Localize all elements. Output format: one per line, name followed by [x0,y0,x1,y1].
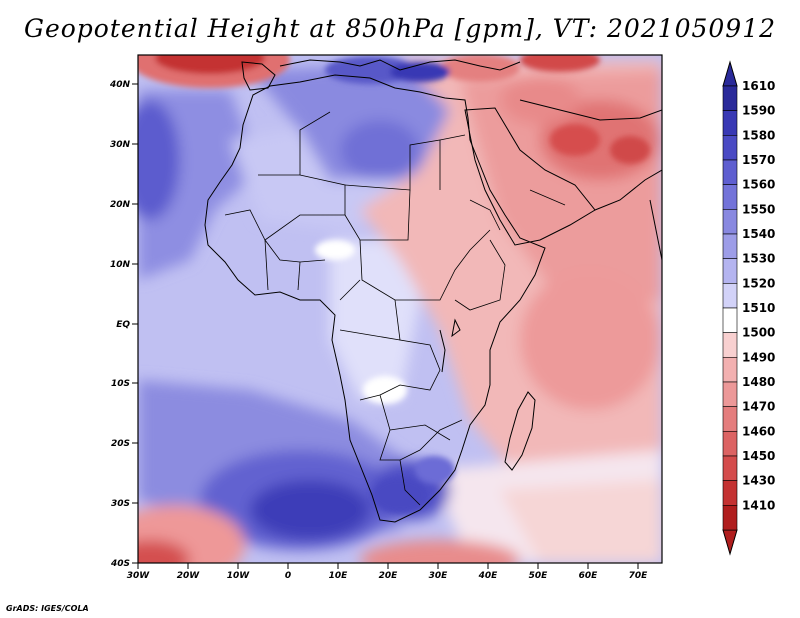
colorbar-label: 1470 [742,400,775,414]
lon-tick: 60E [579,563,599,581]
colorbar-label: 1580 [742,128,775,142]
colorbar-label: 1570 [742,153,775,167]
colorbar-bottom-arrow [722,529,738,556]
colorbar-label: 1450 [742,449,775,463]
lat-tick: EQ [116,320,138,330]
colorbar: 1610 1590 1580 1570 1560 1550 1540 1530 1520 1510… [722,60,775,556]
lat-tick: 10N [110,260,138,270]
lat-label: 30S [111,499,130,509]
latitude-axis: 40N 30N 20N 10N EQ 10S 20S 30S [109,80,138,569]
colorbar-label: 1430 [742,474,775,488]
colorbar-swatch [722,357,738,383]
lon-tick: 30W [127,563,151,581]
colorbar-swatch [722,307,738,333]
lon-label: 40E [478,571,499,581]
colorbar-swatch [722,283,738,309]
lat-label: 20S [111,439,130,449]
lat-tick: 40N [109,80,138,90]
coastlines [204,59,662,523]
colorbar-label: 1490 [742,350,775,364]
credit-text: GrADS: IGES/COLA [6,604,89,613]
height-field [138,55,662,563]
colorbar-label: 1460 [742,424,775,438]
lon-tick: 40E [478,563,499,581]
map-title: Geopotential Height at 850hPa [gpm], VT:… [23,14,777,43]
colorbar-label: 1530 [742,252,775,266]
colorbar-label: 1480 [742,375,775,389]
colorbar-top-arrow [722,60,738,87]
lat-label: 10N [110,260,131,270]
colorbar-swatch [722,431,738,457]
colorbar-swatch [722,258,738,284]
plot-frame [137,54,663,564]
colorbar-swatch [722,159,738,185]
lat-tick: 10S [111,379,138,389]
colorbar-swatch [722,406,738,432]
colorbar-swatch [722,184,738,210]
lat-label: 40N [109,80,131,90]
lon-label: 60E [579,571,599,581]
colorbar-swatch [722,110,738,136]
lat-tick: 40S [110,559,138,569]
lon-tick: 10E [329,563,349,581]
lon-label: 50E [529,571,549,581]
lat-label: 20N [110,200,131,210]
lon-label: 20W [177,571,201,581]
colorbar-label: 1560 [742,178,775,192]
colorbar-label: 1610 [742,79,775,93]
colorbar-swatch [722,381,738,407]
colorbar-swatch [722,85,738,111]
lon-label: 30W [127,571,151,581]
colorbar-label: 1550 [742,202,775,216]
lon-label: 30E [429,571,449,581]
lon-label: 70E [629,571,649,581]
lon-label: 10E [329,571,349,581]
colorbar-swatch [722,135,738,161]
lon-tick: 10W [227,563,251,581]
lat-tick: 30S [111,499,138,509]
lat-label: 30N [110,140,131,150]
colorbar-swatch [722,332,738,358]
lon-tick: 50E [529,563,549,581]
lon-tick: 20E [379,563,399,581]
colorbar-swatch [722,209,738,235]
colorbar-label: 1520 [742,276,775,290]
longitude-axis: 30W 20W 10W 0 10E 20E 30E 40E [127,563,648,581]
colorbar-label: 1500 [742,326,775,340]
lat-tick: 30N [110,140,138,150]
lon-tick: 0 [285,563,291,581]
lon-tick: 70E [629,563,649,581]
lon-tick: 20W [177,563,201,581]
colorbar-label: 1410 [742,498,775,512]
lon-label: 10W [227,571,251,581]
lon-tick: 30E [429,563,449,581]
lat-tick: 20N [110,200,138,210]
colorbar-label: 1590 [742,104,775,118]
colorbar-label: 1510 [742,301,775,315]
country-borders [224,111,566,506]
lat-label: 40S [110,559,130,569]
lat-label: 10S [111,379,130,389]
lon-label: 20E [379,571,399,581]
colorbar-swatch [722,233,738,259]
colorbar-swatch [722,480,738,506]
colorbar-swatch [722,505,738,531]
lon-label: 0 [285,571,291,581]
colorbar-swatch [722,455,738,481]
colorbar-label: 1540 [742,227,775,241]
lat-label: EQ [116,320,130,330]
lat-tick: 20S [111,439,138,449]
